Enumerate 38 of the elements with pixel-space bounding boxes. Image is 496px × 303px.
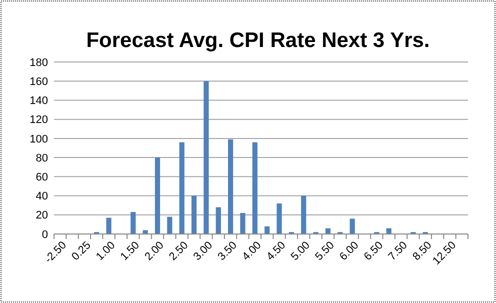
x-tick-label: 3.50 — [216, 239, 240, 263]
x-tick-label: 0.25 — [70, 239, 94, 263]
bar — [154, 158, 160, 234]
bar — [191, 196, 197, 234]
x-tick-label: 6.50 — [362, 239, 386, 263]
y-tick-label: 100 — [30, 133, 48, 146]
y-tick-label: 80 — [36, 152, 48, 164]
y-tick-label: 160 — [30, 76, 48, 88]
x-tick-label: 8.50 — [410, 239, 434, 263]
bar — [179, 142, 184, 234]
bar — [276, 203, 282, 234]
bar — [204, 81, 209, 234]
x-tick-label: 5.00 — [288, 239, 312, 263]
x-tick-label: 7.50 — [386, 239, 410, 263]
bar — [167, 216, 172, 234]
x-tick-label: 4.00 — [240, 239, 264, 263]
x-tick-label: 3.00 — [191, 239, 216, 263]
x-tick-label: 5.50 — [313, 239, 337, 263]
bar — [130, 212, 136, 234]
bar — [350, 218, 355, 234]
bar — [252, 142, 258, 234]
bar — [264, 226, 270, 234]
bar — [240, 212, 246, 234]
y-tick-label: 120 — [30, 114, 48, 126]
bar — [106, 218, 112, 234]
bar — [142, 230, 148, 234]
y-tick-label: 60 — [36, 172, 48, 184]
x-tick-label: 6.00 — [338, 239, 362, 263]
bar — [301, 196, 306, 234]
bar — [216, 207, 221, 234]
chart-title: Forecast Avg. CPI Rate Next 3 Yrs. — [86, 29, 430, 52]
bar — [228, 139, 234, 234]
y-tick-label: 0 — [42, 228, 48, 241]
y-tick-label: 40 — [36, 190, 48, 203]
y-tick-label: 20 — [36, 210, 48, 222]
y-tick-label: 140 — [30, 95, 48, 108]
x-tick-label: 4.50 — [264, 239, 288, 263]
y-tick-label: 180 — [30, 56, 48, 69]
